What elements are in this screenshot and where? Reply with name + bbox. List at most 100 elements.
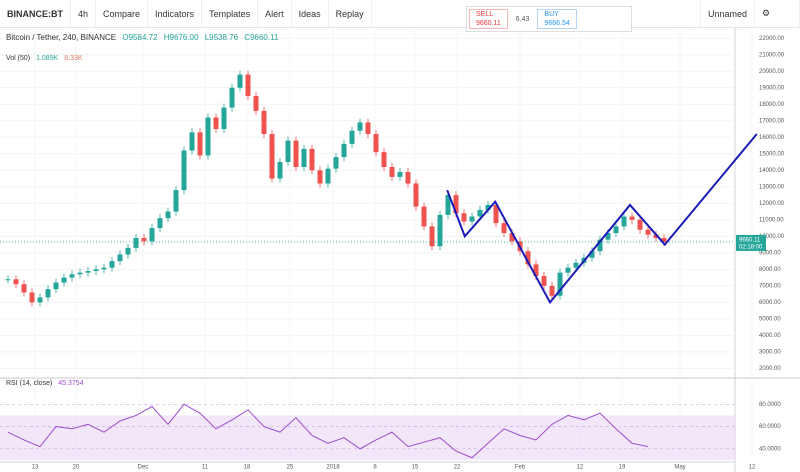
x-tick-label: Feb <box>515 465 526 471</box>
candle-body <box>661 237 667 242</box>
candle-body <box>37 297 43 303</box>
candle-body <box>485 204 491 210</box>
legend-open: O9584.72 <box>122 33 158 42</box>
candle-body <box>509 233 515 242</box>
candle-body <box>229 87 235 108</box>
sell-label: SELL <box>476 11 494 18</box>
candle-body <box>165 211 171 219</box>
candle-body <box>197 132 203 156</box>
candle-body <box>301 148 307 168</box>
y-tick-label: 9000.00 <box>759 250 781 256</box>
sell-button[interactable]: SELL 9660.11 <box>469 9 508 29</box>
candle-body <box>445 195 451 215</box>
candle-body <box>29 292 35 303</box>
candle-body <box>357 122 363 131</box>
candle-body <box>85 271 91 273</box>
interval[interactable]: 4h <box>71 0 97 28</box>
candle-body <box>149 228 155 242</box>
y-tick-label: 17000.00 <box>759 118 785 124</box>
indicators-button[interactable]: Indicators <box>148 0 203 28</box>
y-tick-label: 11000.00 <box>759 217 784 223</box>
y-tick-label: 20000.00 <box>759 69 785 75</box>
legend-high: H9676.00 <box>163 33 199 42</box>
symbol[interactable]: BINANCE:BT <box>0 0 71 28</box>
main-legend: Bitcoin / Tether, 240, BINANCE O9584.72 … <box>6 33 278 42</box>
candle-body <box>237 74 243 88</box>
templates-button[interactable]: Templates <box>202 0 259 28</box>
y-tick-label: 21000.00 <box>759 52 785 58</box>
y-tick-label: 14000.00 <box>759 168 785 174</box>
volume-value: 1.089K <box>36 55 59 62</box>
candle-body <box>101 267 107 270</box>
candle-body <box>653 234 659 238</box>
candle-body <box>453 195 459 214</box>
y-tick-label: 18000.00 <box>759 102 785 108</box>
y-tick-label: 16000.00 <box>759 135 785 141</box>
x-tick-label: 15 <box>412 465 419 471</box>
legend-title: Bitcoin / Tether, 240, BINANCE <box>6 33 117 42</box>
candle-body <box>589 251 595 258</box>
rsi-line <box>7 403 649 459</box>
replay-button[interactable]: Replay <box>329 0 372 28</box>
y-tick-label: 8000.00 <box>759 267 781 273</box>
candle-body <box>173 190 179 212</box>
y-tick-label: 12000.00 <box>759 201 785 207</box>
y-tick-label: 6000.00 <box>759 300 781 306</box>
candle-body <box>77 272 83 275</box>
candle-body <box>501 223 507 234</box>
candle-body <box>613 226 619 234</box>
x-tick-label: 8 <box>373 465 377 471</box>
x-tick-label: 2018 <box>326 465 340 471</box>
spread: 6.43 <box>515 15 530 23</box>
candle-body <box>597 239 603 252</box>
candle-body <box>93 269 99 272</box>
candle-body <box>637 219 643 230</box>
candle-body <box>293 140 299 168</box>
y-tick-label: 3000.00 <box>759 349 781 355</box>
candle-body <box>437 214 443 247</box>
candle-body <box>341 143 347 158</box>
candle-body <box>365 122 371 134</box>
alert-button[interactable]: Alert <box>258 0 292 28</box>
candle-body <box>549 285 555 296</box>
x-tick-label: May <box>674 465 685 471</box>
layout-name[interactable]: Unnamed <box>699 0 755 28</box>
y-tick-label: 22000.00 <box>759 36 785 42</box>
candle-body <box>381 152 387 168</box>
x-tick-label: 18 <box>244 465 251 471</box>
settings-button[interactable]: ⚙ <box>755 0 800 28</box>
x-tick-label: 19 <box>619 465 626 471</box>
candle-body <box>277 162 283 179</box>
countdown-label: 02:18:00 <box>739 245 763 251</box>
candle-body <box>533 264 539 276</box>
y-tick-label: 10000.00 <box>759 234 785 240</box>
candle-body <box>413 183 419 207</box>
candle-body <box>261 110 267 134</box>
candle-body <box>69 274 75 278</box>
candle-body <box>309 148 315 171</box>
candle-body <box>205 117 211 156</box>
x-tick-label: 11 <box>202 465 209 471</box>
candle-body <box>429 226 435 247</box>
candle-body <box>61 277 67 283</box>
compare-button[interactable]: Compare <box>96 0 149 28</box>
x-tick-label: 25 <box>287 465 294 471</box>
ideas-button[interactable]: Ideas <box>292 0 329 28</box>
rsi-tick-label: 80.0000 <box>759 402 781 408</box>
candle-body <box>285 140 291 163</box>
candle-body <box>181 150 187 191</box>
candle-body <box>405 171 411 184</box>
x-tick-label: 12 <box>577 465 584 471</box>
y-tick-label: 7000.00 <box>759 283 781 289</box>
candle-body <box>141 237 147 242</box>
candle-body <box>573 262 579 268</box>
candle-body <box>621 216 627 227</box>
candle-body <box>541 275 547 286</box>
buy-button[interactable]: BUY 9666.54 <box>537 9 577 29</box>
candle-body <box>157 218 163 229</box>
buy-price: 9666.54 <box>544 20 570 27</box>
candle-body <box>469 216 475 222</box>
legend-close: C9660.11 <box>244 33 279 42</box>
candle-body <box>245 74 251 97</box>
